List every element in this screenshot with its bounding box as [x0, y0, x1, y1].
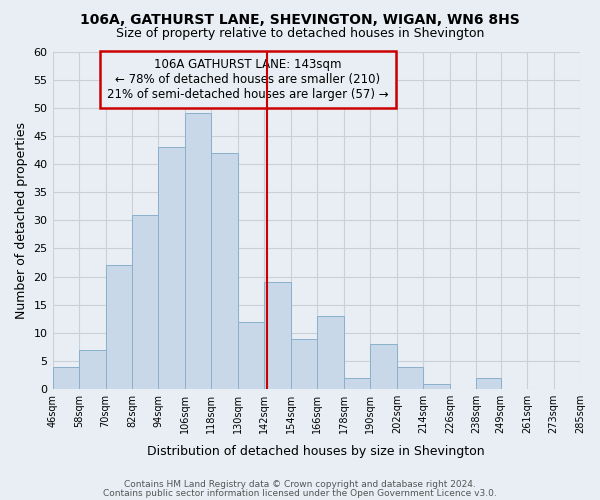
Bar [238, 322, 265, 389]
Text: Size of property relative to detached houses in Shevington: Size of property relative to detached ho… [116, 28, 484, 40]
Bar [53, 366, 79, 389]
Bar [79, 350, 106, 389]
Text: Contains public sector information licensed under the Open Government Licence v3: Contains public sector information licen… [103, 488, 497, 498]
Bar [106, 266, 132, 389]
Text: 106A GATHURST LANE: 143sqm
← 78% of detached houses are smaller (210)
21% of sem: 106A GATHURST LANE: 143sqm ← 78% of deta… [107, 58, 389, 102]
Bar [344, 378, 370, 389]
X-axis label: Distribution of detached houses by size in Shevington: Distribution of detached houses by size … [148, 444, 485, 458]
Bar [397, 366, 424, 389]
Bar [132, 214, 158, 389]
Text: Contains HM Land Registry data © Crown copyright and database right 2024.: Contains HM Land Registry data © Crown c… [124, 480, 476, 489]
Bar [211, 153, 238, 389]
Bar [185, 114, 211, 389]
Bar [424, 384, 450, 389]
Bar [265, 282, 291, 389]
Bar [370, 344, 397, 389]
Bar [317, 316, 344, 389]
Bar [476, 378, 500, 389]
Y-axis label: Number of detached properties: Number of detached properties [15, 122, 28, 319]
Bar [158, 147, 185, 389]
Bar [291, 338, 317, 389]
Text: 106A, GATHURST LANE, SHEVINGTON, WIGAN, WN6 8HS: 106A, GATHURST LANE, SHEVINGTON, WIGAN, … [80, 12, 520, 26]
